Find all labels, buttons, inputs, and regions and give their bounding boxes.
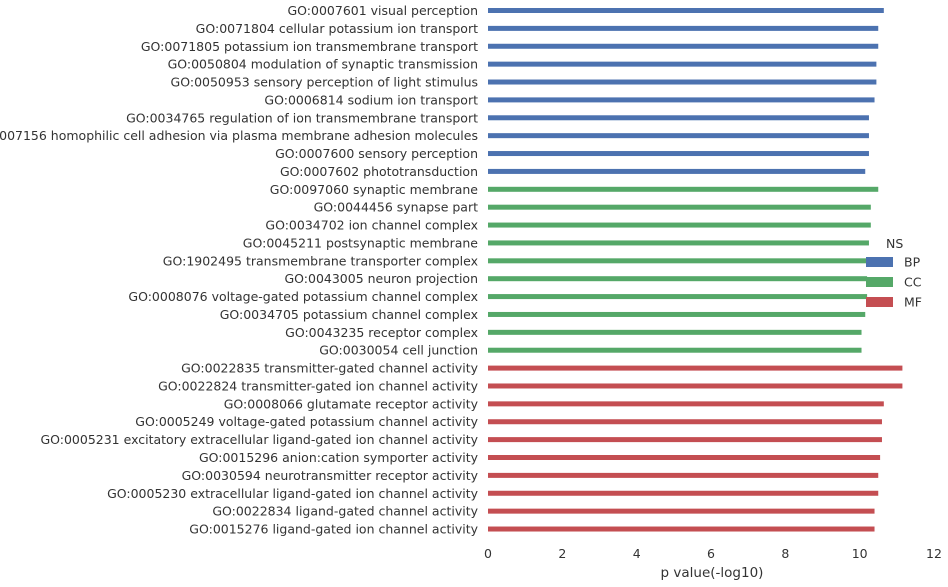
bar-cc bbox=[488, 258, 868, 264]
bar-bp bbox=[488, 43, 879, 49]
category-label: GO:0005230 extracellular ligand-gated io… bbox=[107, 486, 479, 501]
category-label: GO:0043005 neuron projection bbox=[284, 271, 478, 286]
bar-mf bbox=[488, 490, 879, 496]
category-label: GO:0034705 potassium channel complex bbox=[220, 307, 478, 322]
bar-cc bbox=[488, 347, 862, 353]
bar-bp bbox=[488, 97, 875, 103]
category-label: GO:0007600 sensory perception bbox=[275, 146, 478, 161]
bar-bp bbox=[488, 8, 884, 13]
category-label: GO:0006814 sodium ion transport bbox=[264, 92, 478, 107]
bar-bp bbox=[488, 133, 869, 139]
category-label: GO:0030054 cell junction bbox=[319, 343, 478, 358]
category-labels-group: GO:0007601 visual perception GO:0071804 c… bbox=[0, 3, 479, 537]
x-tick-label: 6 bbox=[707, 546, 715, 561]
legend-swatch-bp bbox=[866, 257, 893, 267]
x-tick-label: 2 bbox=[558, 546, 566, 561]
category-label: GO:0030594 neurotransmitter receptor act… bbox=[182, 468, 479, 483]
bar-mf bbox=[488, 365, 903, 371]
bar-cc bbox=[488, 329, 862, 335]
category-label: GO:0005249 voltage-gated potassium chann… bbox=[135, 414, 478, 429]
bar-mf bbox=[488, 437, 882, 443]
bar-mf bbox=[488, 383, 903, 389]
bar-bp bbox=[488, 151, 869, 157]
category-label: GO:0034765 regulation of ion transmembra… bbox=[126, 110, 478, 125]
x-tick-label: 0 bbox=[484, 546, 492, 561]
category-label: GO:0022824 transmitter-gated ion channel… bbox=[158, 378, 479, 393]
category-label: GO:0034702 ion channel complex bbox=[265, 218, 478, 233]
legend-label-mf: MF bbox=[904, 295, 922, 310]
bar-mf bbox=[488, 472, 879, 478]
x-tick-label: 4 bbox=[633, 546, 641, 561]
category-label: GO:0022835 transmitter-gated channel act… bbox=[181, 361, 478, 376]
category-label: GO:0007601 visual perception bbox=[287, 3, 478, 18]
bar-mf bbox=[488, 508, 875, 514]
category-label: GO:0071804 cellular potassium ion transp… bbox=[196, 21, 478, 36]
category-label: GO:0008066 glutamate receptor activity bbox=[224, 396, 479, 411]
legend-swatch-mf bbox=[866, 297, 893, 307]
bar-mf bbox=[488, 419, 882, 425]
bar-cc bbox=[488, 311, 866, 317]
bar-cc bbox=[488, 204, 871, 210]
bar-bp bbox=[488, 79, 877, 85]
bar-bp bbox=[488, 61, 877, 67]
bar-mf bbox=[488, 526, 875, 532]
category-label: GO:0044456 synapse part bbox=[314, 200, 478, 215]
category-label: GO:0007156 homophilic cell adhesion via … bbox=[0, 128, 478, 143]
category-label: GO:0015276 ligand-gated ion channel acti… bbox=[189, 522, 478, 537]
bar-cc bbox=[488, 294, 868, 300]
bar-bp bbox=[488, 168, 866, 174]
legend-title: NS bbox=[886, 236, 903, 251]
bars-group bbox=[488, 8, 903, 532]
legend-swatch-cc bbox=[866, 277, 893, 287]
bar-mf bbox=[488, 401, 884, 407]
bar-cc bbox=[488, 186, 879, 192]
x-axis-label: p value(-log10) bbox=[661, 565, 764, 581]
category-label: GO:0015296 anion:cation symporter activi… bbox=[199, 450, 479, 465]
x-tick-label: 10 bbox=[852, 546, 868, 561]
bar-cc bbox=[488, 240, 869, 246]
category-label: GO:0007602 phototransduction bbox=[280, 164, 478, 179]
x-tick-label: 8 bbox=[781, 546, 789, 561]
category-label: GO:0005231 excitatory extracellular liga… bbox=[40, 432, 478, 447]
category-label: GO:0097060 synaptic membrane bbox=[270, 182, 479, 197]
x-tick-label: 12 bbox=[926, 546, 942, 561]
bar-bp bbox=[488, 25, 879, 31]
category-label: GO:0022834 ligand-gated channel activity bbox=[212, 504, 478, 519]
legend-label-cc: CC bbox=[904, 275, 922, 290]
legend: NS BP CC MF bbox=[866, 236, 922, 310]
bar-mf bbox=[488, 455, 881, 460]
category-label: GO:0045211 postsynaptic membrane bbox=[243, 235, 479, 250]
category-label: GO:0050953 sensory perception of light s… bbox=[171, 75, 478, 90]
bar-cc bbox=[488, 276, 868, 282]
category-label: GO:1902495 transmembrane transporter com… bbox=[163, 253, 478, 268]
category-label: GO:0043235 receptor complex bbox=[285, 325, 478, 340]
x-axis-ticks-group: 0 2 4 6 8 10 12 bbox=[484, 546, 942, 561]
bar-bp bbox=[488, 115, 869, 121]
bar-cc bbox=[488, 222, 871, 228]
category-label: GO:0008076 voltage-gated potassium chann… bbox=[128, 289, 478, 304]
category-label: GO:0050804 modulation of synaptic transm… bbox=[168, 57, 478, 72]
legend-label-bp: BP bbox=[904, 255, 921, 270]
category-label: GO:0071805 potassium ion transmembrane t… bbox=[141, 39, 478, 54]
